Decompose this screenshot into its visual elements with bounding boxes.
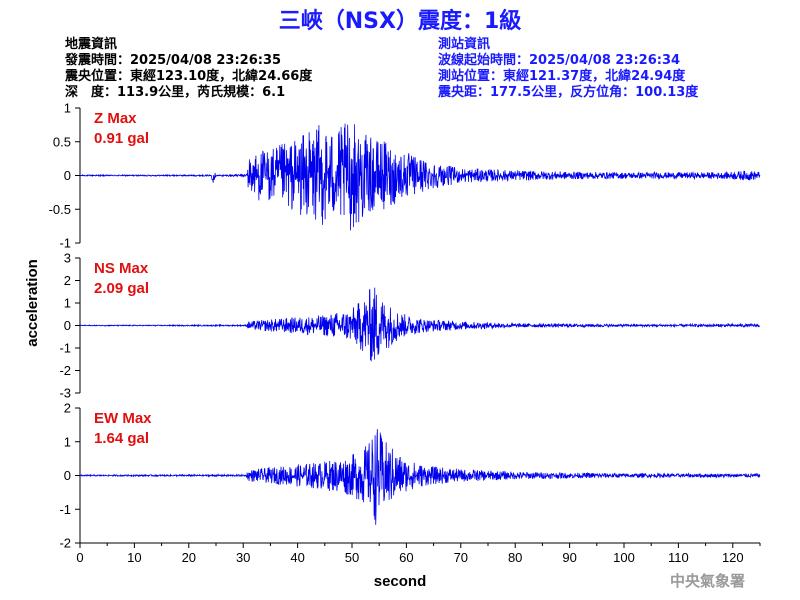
max-value: 1.64 gal (94, 430, 149, 447)
panel-ew: -2 -1 0 1 2 EW Max 1.64 gal (59, 401, 761, 551)
station-distance-azimuth: 震央距：177.5公里，反方位角：100.13度 (437, 84, 699, 100)
x-tick-label: 30 (236, 550, 250, 565)
y-tick-label: 1 (64, 434, 71, 449)
x-tick-label: 50 (345, 550, 359, 565)
station-location: 測站位置：東經121.37度，北緯24.94度 (438, 68, 686, 84)
trace-ns (79, 287, 761, 362)
y-axis-label: acceleration (24, 259, 41, 347)
panel-z: -1 -0.5 0 0.5 1 Z Max 0.91 gal (49, 101, 761, 251)
y-tick-label: 2 (64, 273, 71, 288)
x-tick-label: 90 (562, 550, 576, 565)
x-tick-label: 20 (182, 550, 196, 565)
y-tick-label: 0 (64, 318, 71, 333)
y-tick-label: -1 (59, 236, 71, 251)
max-label: NS Max (94, 260, 149, 277)
y-tick-label: 0.5 (53, 134, 71, 149)
y-tick-label: 0 (64, 468, 71, 483)
y-tick-label: -2 (59, 363, 71, 378)
x-tick-label: 100 (613, 550, 635, 565)
y-tick-label: 0 (64, 168, 71, 183)
station-wave-start: 波線起始時間：2025/04/08 23:26:34 (438, 52, 680, 68)
max-value: 0.91 gal (94, 130, 149, 147)
max-label: EW Max (94, 410, 152, 427)
x-tick-label: 80 (508, 550, 522, 565)
max-value: 2.09 gal (94, 280, 149, 297)
event-epicenter: 震央位置：東經123.10度，北緯24.66度 (64, 68, 313, 84)
credit-label: 中央氣象署 (670, 572, 745, 590)
max-label: Z Max (94, 110, 137, 127)
x-tick-label: 10 (127, 550, 141, 565)
y-tick-label: -1 (59, 341, 71, 356)
panels: -1 -0.5 0 0.5 1 Z Max 0.91 gal -3 -2 -1 0 1 2 3 NS Max… (49, 101, 761, 551)
y-tick-label: 1 (64, 101, 71, 116)
panel-ns: -3 -2 -1 0 1 2 3 NS Max 2.09 gal (59, 251, 761, 401)
x-tick-label: 70 (454, 550, 468, 565)
x-axis-label: second (374, 573, 427, 590)
y-tick-label: -1 (59, 502, 71, 517)
x-tick-label: 120 (722, 550, 744, 565)
station-info-heading: 測站資訊 (438, 36, 490, 52)
event-origin-time: 發震時間：2025/04/08 23:26:35 (64, 52, 281, 68)
y-tick-label: 3 (64, 251, 71, 266)
y-tick-label: -3 (59, 386, 71, 401)
event-info-heading: 地震資訊 (65, 36, 117, 52)
x-axis: 0 10 20 30 40 50 60 70 80 90 100 110 120 (76, 542, 761, 565)
x-tick-label: 0 (76, 550, 83, 565)
y-tick-label: 1 (64, 296, 71, 311)
trace-ew (79, 429, 761, 525)
x-tick-label: 110 (668, 550, 689, 565)
event-depth-magnitude: 深 度：113.9公里，芮氏規模：6.1 (65, 84, 285, 100)
y-tick-label: 2 (64, 401, 71, 416)
trace-z (79, 123, 761, 231)
x-tick-label: 40 (290, 550, 304, 565)
x-tick-label: 60 (399, 550, 413, 565)
y-tick-label: -0.5 (49, 202, 71, 217)
page-title: 三峽（NSX）震度：1級 (279, 8, 522, 34)
y-tick-label: -2 (59, 536, 71, 551)
